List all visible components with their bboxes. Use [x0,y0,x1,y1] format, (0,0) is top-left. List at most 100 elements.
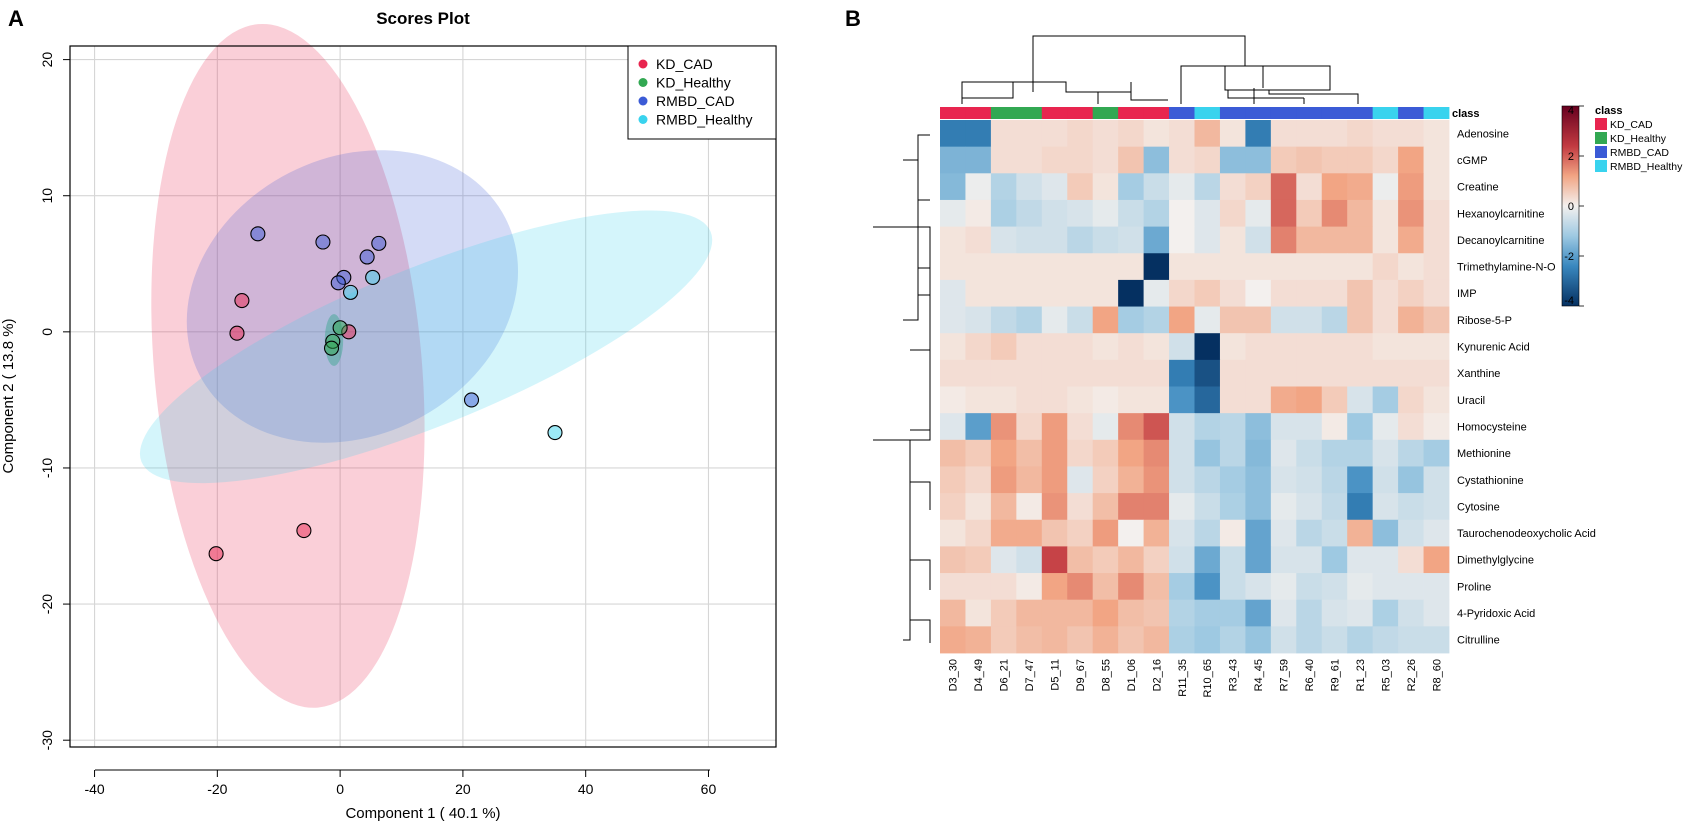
class-bar-cell [1245,107,1272,119]
heatmap-cell [1092,306,1119,334]
column-label: D6_21 [999,659,1011,691]
heatmap-cell [1118,199,1144,227]
class-bar-cell [1372,107,1399,119]
heatmap-cell [1270,626,1297,654]
heatmap-cell [1296,519,1323,547]
heatmap-cell [1398,413,1424,441]
heatmap-cell [1423,359,1450,387]
point-rmbd-cad [330,275,346,291]
column-label: R3_43 [1228,659,1240,691]
heatmap-cell [1321,546,1348,574]
heatmap-cell [1041,279,1068,307]
y-tick-label: -10 [39,458,55,478]
heatmap-cell [940,333,966,361]
heatmap-cell [990,199,1017,227]
row-label: Kynurenic Acid [1457,342,1530,354]
heatmap-cell [990,466,1017,494]
heatmap-cell [1169,493,1195,521]
class-color-bar [940,107,1450,119]
heatmap-cell [1118,413,1144,441]
heatmap-cell [1041,253,1068,281]
heatmap-cell [990,333,1017,361]
x-tick-label: 0 [336,781,344,797]
heatmap-cell [1347,120,1374,148]
column-label: R8_60 [1431,659,1443,691]
heatmap-cell [1321,359,1348,387]
heatmap-cell [1041,573,1068,601]
heatmap-cell [1296,573,1323,601]
heatmap-cell [1398,599,1424,627]
heatmap-cell [1423,253,1450,281]
color-key-label: -4 [1564,295,1574,307]
class-bar-cell [1398,107,1424,119]
heatmap-cell [1245,359,1272,387]
heatmap-cell [1270,493,1297,521]
heatmap-cell [1321,333,1348,361]
heatmap-cell [1398,199,1424,227]
heatmap-cell [940,146,966,174]
heatmap-cell [1321,253,1348,281]
point-kd-cad [296,523,312,539]
heatmap-cell [1092,279,1119,307]
scores-plot-legend: KD_CAD KD_Healthy RMBD_CAD RMBD_Healthy [627,45,777,140]
heatmap-cell [965,386,992,414]
heatmap-cell [1372,599,1399,627]
heatmap-cell [1016,599,1043,627]
heatmap-cell [1270,439,1297,467]
row-label: Proline [1457,581,1491,593]
class-legend-swatch [1595,118,1607,130]
y-axis-ticks: 20 10 0 -10 -20 -30 [39,52,70,750]
heatmap-cell [965,333,992,361]
heatmap-cell [1219,386,1246,414]
heatmap-cell [1398,173,1424,201]
heatmap-cell [990,146,1017,174]
heatmap-cell [1372,253,1399,281]
heatmap-cell [1016,546,1043,574]
heatmap-cell [940,599,966,627]
heatmap-cell [1194,120,1221,148]
heatmap-cell [1245,226,1272,254]
column-label: D8_55 [1100,659,1112,691]
heatmap-cell [1296,253,1323,281]
heatmap-cell [1270,599,1297,627]
heatmap-cell [990,493,1017,521]
heatmap-cell [1423,626,1450,654]
heatmap-cell [1245,519,1272,547]
class-bar-cell [1270,107,1297,119]
heatmap-cell [1245,146,1272,174]
heatmap-cell [1169,546,1195,574]
heatmap-cell [1398,573,1424,601]
heatmap-cell [1143,306,1170,334]
heatmap-cell [1245,306,1272,334]
heatmap-cell [990,279,1017,307]
class-legend-label: RMBD_CAD [1610,147,1669,159]
class-bar-cell [1321,107,1348,119]
heatmap-cell [1169,333,1195,361]
row-label: cGMP [1457,155,1488,167]
heatmap-cell [1016,466,1043,494]
heatmap-cell [1143,466,1170,494]
heatmap-cell [990,599,1017,627]
heatmap-cell [1169,413,1195,441]
heatmap-cell [1016,386,1043,414]
heatmap-cell [1067,359,1094,387]
heatmap-cell [1067,253,1094,281]
heatmap-cell [1423,546,1450,574]
heatmap-cell [1194,439,1221,467]
heatmap-cell [940,573,966,601]
heatmap-cell [940,253,966,281]
heatmap-cell [1270,466,1297,494]
heatmap-cell [1347,173,1374,201]
heatmap-cell [1092,226,1119,254]
heatmap-cell [990,173,1017,201]
heatmap-cell [1118,306,1144,334]
heatmap-cell [1143,626,1170,654]
heatmap-cell [1118,493,1144,521]
heatmap-cell [1423,306,1450,334]
heatmap-cell [1194,386,1221,414]
heatmap-cell [1321,599,1348,627]
heatmap-cell [1219,226,1246,254]
x-tick-label: 20 [455,781,471,797]
heatmap-cell [965,279,992,307]
